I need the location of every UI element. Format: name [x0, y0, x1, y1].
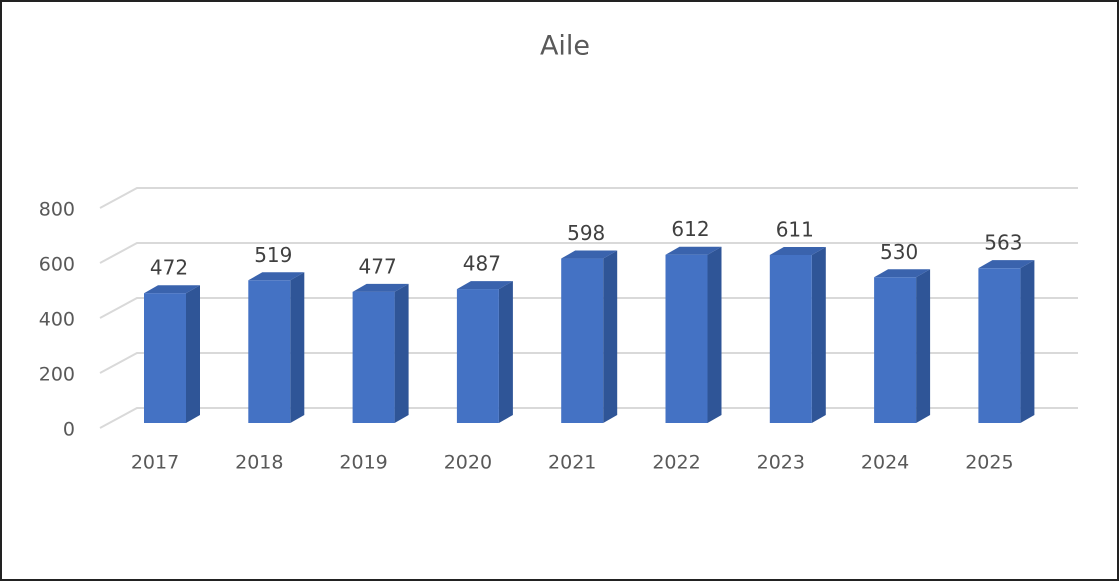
grid-line: [99, 352, 1078, 374]
x-tick-label: 2018: [235, 452, 283, 474]
x-tick-label: 2019: [339, 452, 387, 474]
bar: [352, 291, 395, 423]
bar: [144, 293, 186, 423]
value-label: 530: [880, 240, 918, 264]
y-tick-label: 0: [63, 419, 75, 441]
y-tick-label: 800: [39, 199, 75, 221]
grid-line: [99, 297, 1078, 319]
bar-side: [290, 272, 305, 423]
bar: [456, 289, 499, 423]
y-tick-label: 400: [39, 309, 75, 331]
value-label: 612: [671, 217, 709, 241]
bar-top: [978, 260, 1035, 269]
bar-side: [707, 246, 722, 423]
y-tick-label: 200: [39, 364, 75, 386]
bar-top: [561, 250, 618, 259]
x-tick-label: 2022: [652, 452, 700, 474]
value-label: 477: [359, 254, 397, 278]
grid-line: [99, 242, 1078, 264]
bar-top: [456, 281, 513, 290]
bar-top: [352, 283, 409, 292]
x-tick-label: 2020: [444, 452, 492, 474]
x-tick-label: 2024: [861, 452, 909, 474]
bar-side: [811, 246, 826, 423]
x-tick-label: 2021: [548, 452, 596, 474]
bar-side: [394, 283, 409, 423]
bar: [561, 258, 604, 423]
bar-top: [665, 246, 722, 255]
value-label: 472: [150, 256, 188, 280]
value-label: 598: [567, 221, 605, 245]
bar: [665, 254, 708, 423]
bar-side: [498, 281, 513, 423]
bar-side: [603, 250, 618, 423]
bar: [248, 280, 291, 423]
grid-line: [99, 187, 1078, 209]
bar-side: [916, 269, 931, 423]
bar-top: [769, 246, 826, 255]
bar-top: [248, 272, 305, 281]
bar-side: [186, 285, 200, 423]
bar: [874, 277, 917, 423]
bar-top: [144, 285, 200, 294]
bar: [978, 268, 1021, 423]
chart-title: Aile: [540, 31, 590, 62]
bar-top: [874, 269, 931, 278]
y-tick-label: 600: [39, 254, 75, 276]
value-label: 519: [254, 243, 292, 267]
bar: [769, 254, 812, 423]
x-tick-label: 2025: [965, 452, 1013, 474]
bar-side: [1020, 260, 1035, 423]
value-label: 487: [463, 252, 501, 276]
grid-line: [99, 407, 1078, 429]
value-label: 563: [984, 231, 1022, 255]
x-tick-label: 2023: [757, 452, 805, 474]
value-label: 611: [776, 217, 814, 241]
x-tick-label: 2017: [131, 452, 179, 474]
